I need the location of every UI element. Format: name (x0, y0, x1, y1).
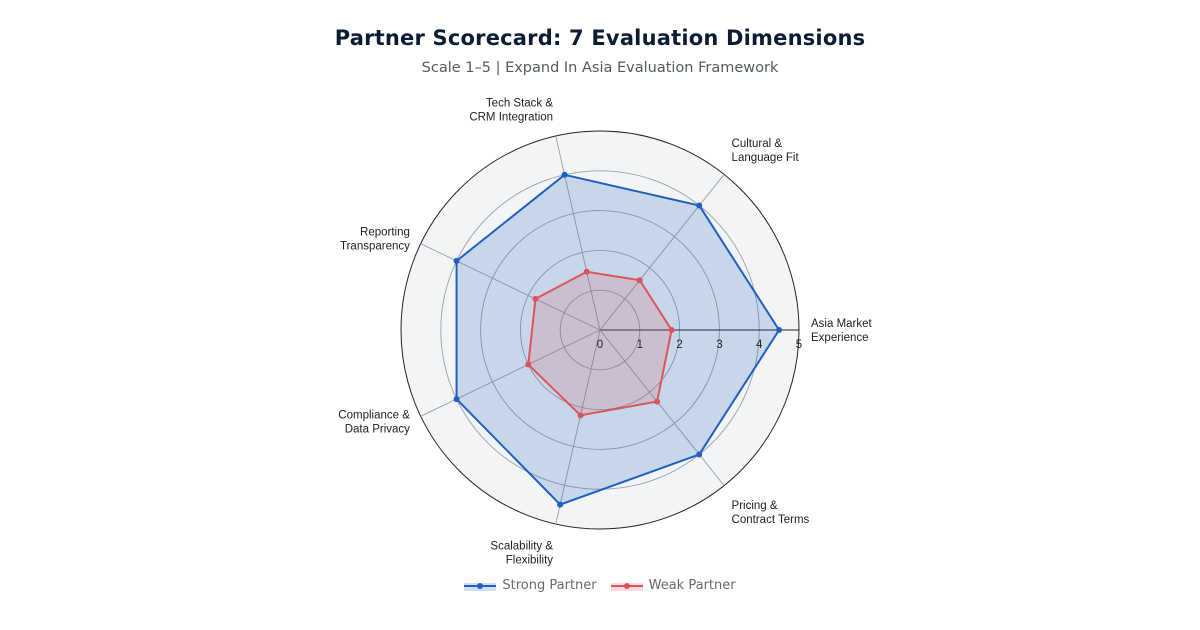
legend-swatch-strong (464, 582, 497, 591)
grid-spoke-5 (555, 329, 601, 525)
series-line-weak-partner (527, 270, 673, 417)
tick-label-2: 2 (676, 339, 682, 351)
series-point-weak-partner-4 (525, 361, 532, 368)
series-point-weak-partner-3 (532, 295, 539, 302)
tick-label-0: 0 (597, 339, 603, 351)
series-area-weak-partner (528, 271, 672, 416)
grid-spokes (420, 135, 799, 525)
series-layer (453, 171, 783, 508)
radial-ticks: 0 1 2 3 4 5 (597, 339, 802, 351)
legend-label-strong: Strong Partner (502, 578, 597, 593)
series-point-strong-partner-3 (453, 257, 460, 264)
series-point-strong-partner-0 (776, 327, 783, 333)
series-point-weak-partner-6 (654, 398, 661, 405)
tick-label-1: 1 (637, 339, 643, 351)
series-area-strong-partner (456, 174, 780, 505)
series-point-weak-partner-0 (668, 327, 675, 333)
tick-label-4: 4 (756, 339, 763, 351)
grid-spoke-3 (420, 243, 601, 331)
axis-label-5: Scalability & Flexibility (490, 541, 553, 567)
axis-label-3: Reporting Transparency (340, 226, 410, 252)
axis-label-2: Tech Stack & CRM Integration (469, 97, 553, 123)
axis-label-4: Compliance & Data Privacy (338, 410, 410, 436)
legend-item-weak: Weak Partner (610, 578, 736, 593)
series-point-strong-partner-4 (453, 396, 460, 403)
grid-spoke-2 (555, 135, 601, 331)
series-point-strong-partner-1 (696, 202, 703, 209)
series-point-strong-partner-2 (561, 171, 568, 178)
grid-spoke-6 (599, 329, 725, 486)
series-point-weak-partner-1 (636, 277, 643, 284)
axis-label-0: Asia Market Experience (811, 318, 873, 344)
tick-label-3: 3 (716, 339, 722, 351)
series-point-strong-partner-5 (557, 501, 564, 508)
legend: Strong Partner Weak Partner (0, 578, 1200, 593)
series-line-strong-partner (455, 173, 781, 506)
legend-label-weak: Weak Partner (648, 578, 736, 593)
grid-spoke-1 (599, 174, 725, 331)
axis-labels: Asia Market Experience Cultural & Language … (338, 97, 872, 566)
tick-label-5: 5 (796, 339, 802, 351)
chart-title: Partner Scorecard: 7 Evaluation Dimensio… (334, 26, 866, 50)
legend-item-strong: Strong Partner (464, 578, 597, 593)
axis-label-1: Cultural & Language Fit (732, 138, 800, 164)
axis-label-6: Pricing & Contract Terms (732, 500, 810, 526)
legend-swatch-weak (610, 582, 643, 591)
chart-subtitle: Scale 1–5 | Expand In Asia Evaluation Fr… (421, 60, 779, 76)
grid-spoke-4 (420, 329, 601, 417)
series-point-strong-partner-6 (696, 451, 703, 458)
series-point-weak-partner-2 (583, 268, 590, 275)
series-point-weak-partner-5 (577, 412, 584, 419)
